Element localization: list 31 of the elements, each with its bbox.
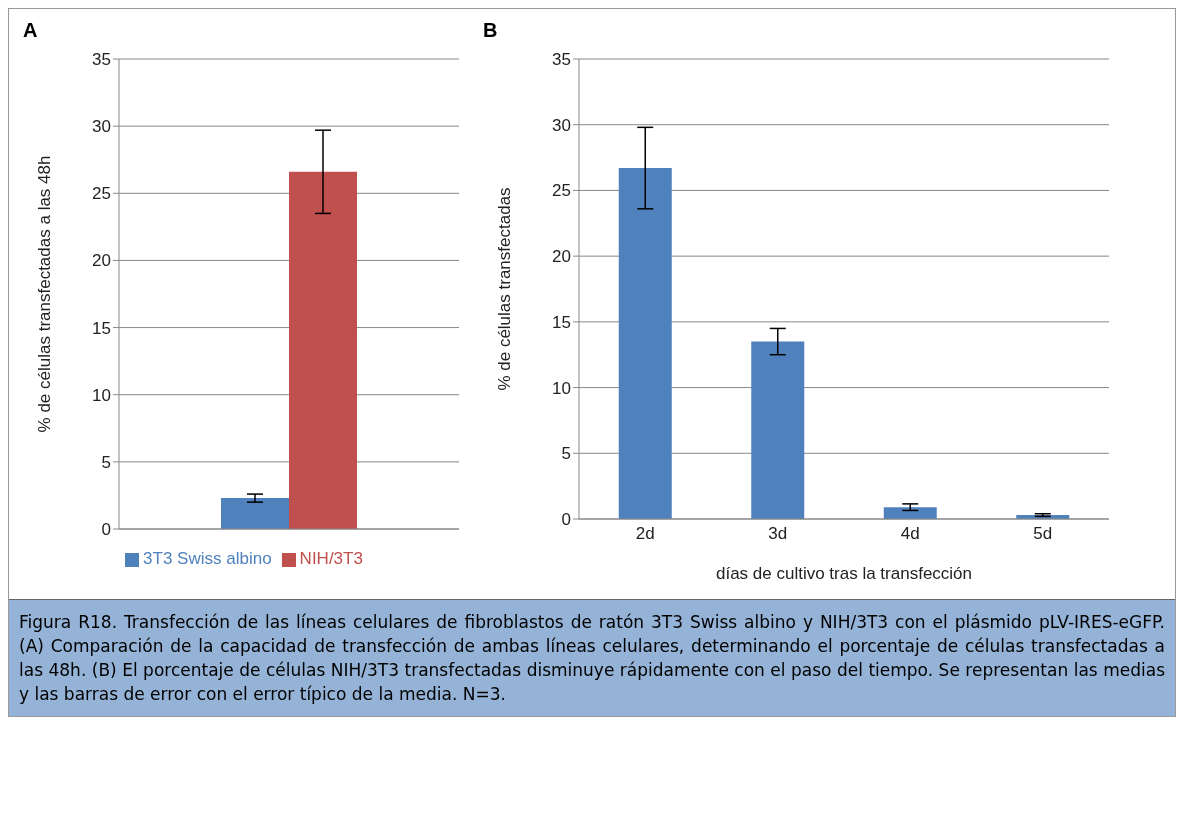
bar: [883, 507, 937, 519]
y-tick-label: 0: [561, 510, 571, 530]
y-tick-label: 30: [92, 117, 111, 137]
y-tick-label: 5: [561, 444, 571, 464]
x-axis-title: días de cultivo tras la transfección: [715, 564, 973, 583]
text: Figura R18. Transfección de las líneas celulares de fibroblastos de ratón 3T3 Swiss albino y NIH/3T3 con el plásmido pLV-IRES-eGFP. (A) Comparación de la capacidad de transfección de ambas líneas celulares, determinando el porcentaje de células transfectadas a las 48h. (B) El porcentaje de células NIH/3T3 transfectadas disminuye rápidamente con el paso del tiempo. Se representan las medias y las barras de error con el error típico de la media. N=3.: [9, 599, 1175, 716]
y-tick-label: 30: [552, 115, 571, 135]
bar: [751, 341, 805, 519]
bar: [618, 168, 672, 519]
legend-label: NIH/3T3: [299, 549, 363, 568]
y-tick-label: 0: [101, 520, 111, 540]
y-axis-title: % de células transfectadas: [495, 187, 515, 391]
y-tick-label: 35: [92, 50, 111, 70]
legend-label: 3T3 Swiss albino: [143, 549, 272, 568]
x-tick-label: 5d: [1033, 524, 1053, 544]
chart-title: A: [23, 19, 38, 42]
y-tick-label: 5: [101, 452, 111, 472]
y-tick-label: 10: [552, 378, 571, 398]
x-tick-label: 4d: [900, 524, 920, 544]
y-tick-label: 10: [92, 385, 111, 405]
y-axis-title: % de células transfectadas a las 48h: [35, 155, 55, 433]
chart-title: B: [483, 19, 498, 42]
x-tick-label: 2d: [635, 524, 655, 544]
y-tick-label: 25: [92, 184, 111, 204]
y-tick-label: 25: [552, 181, 571, 201]
y-tick-label: 15: [92, 318, 111, 338]
y-tick-label: 20: [552, 247, 571, 267]
y-tick-label: 20: [92, 251, 111, 271]
x-tick-label: 3d: [768, 524, 788, 544]
y-tick-label: 15: [552, 312, 571, 332]
y-tick-label: 35: [552, 50, 571, 70]
